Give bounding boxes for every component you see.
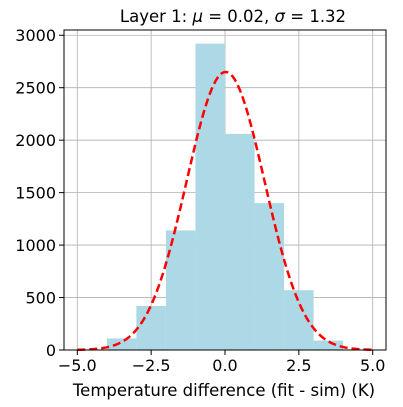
title-sigma-value: = 1.32 bbox=[285, 7, 346, 26]
gaussian-fit-curve bbox=[77, 70, 373, 352]
y-tick-label: 2500 bbox=[15, 79, 56, 98]
y-axis-ticks: 0 500 1000 1500 2000 2500 3000 bbox=[15, 26, 64, 360]
histogram-bars bbox=[77, 43, 373, 350]
x-axis-ticks: −5.0 −2.5 0.0 2.5 5.0 bbox=[58, 350, 385, 375]
y-tick-label: 2000 bbox=[15, 131, 56, 150]
y-tick-label: 3000 bbox=[15, 26, 56, 45]
histogram-bar bbox=[136, 305, 166, 350]
chart-title: Layer 1: μ = 0.02, σ = 1.32 bbox=[120, 7, 346, 26]
y-tick-label: 500 bbox=[25, 289, 56, 308]
x-tick-label: 2.5 bbox=[286, 356, 311, 375]
histogram-bar bbox=[313, 340, 344, 350]
x-tick-label: 0.0 bbox=[212, 356, 237, 375]
histogram-bar bbox=[106, 338, 137, 350]
x-tick-label: −2.5 bbox=[132, 356, 171, 375]
x-tick-label: 5.0 bbox=[360, 356, 385, 375]
y-tick-label: 1500 bbox=[15, 184, 56, 203]
title-prefix: Layer 1: bbox=[120, 7, 193, 26]
title-mu-value: = 0.02, bbox=[203, 7, 275, 26]
title-mu-symbol: μ bbox=[191, 7, 203, 26]
x-tick-label: −5.0 bbox=[58, 356, 97, 375]
x-axis-label: Temperature difference (fit - sim) (K) bbox=[72, 381, 375, 400]
y-tick-label: 1000 bbox=[15, 236, 56, 255]
title-sigma-symbol: σ bbox=[275, 7, 286, 26]
y-tick-label: 0 bbox=[46, 341, 56, 360]
histogram-bar bbox=[225, 133, 255, 350]
histogram-bar bbox=[254, 203, 285, 350]
histogram-bar bbox=[165, 230, 196, 350]
